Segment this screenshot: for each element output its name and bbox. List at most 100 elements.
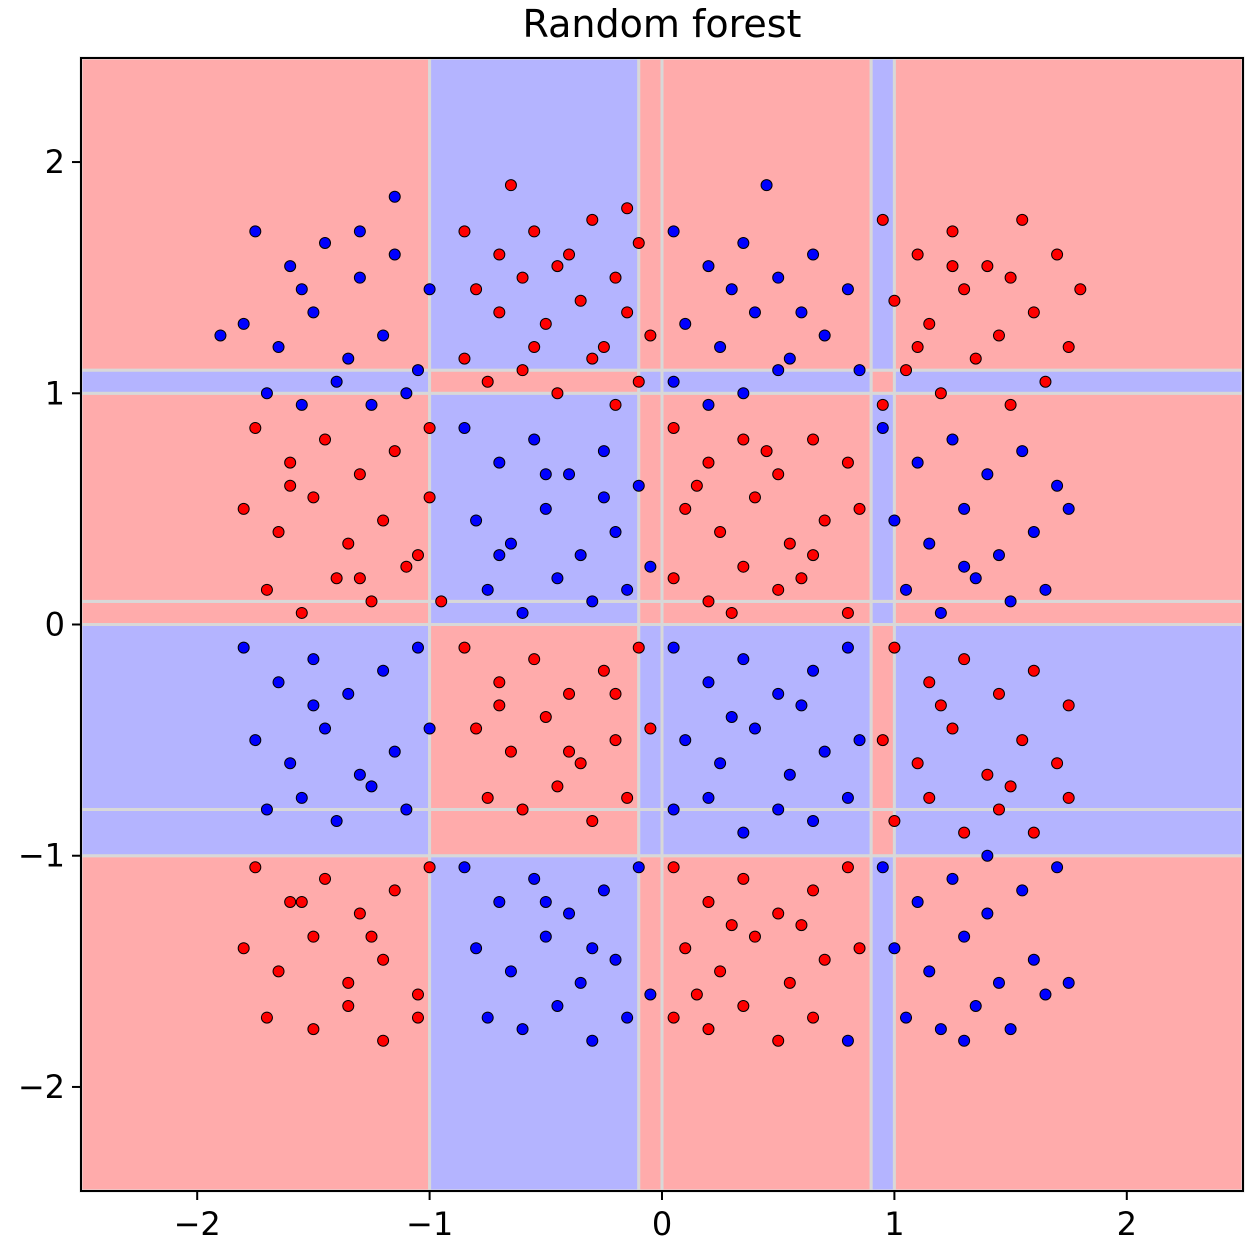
- data-point: [260, 803, 273, 816]
- data-point: [888, 514, 901, 527]
- data-point: [1027, 664, 1040, 677]
- data-point: [365, 930, 378, 943]
- data-point: [737, 236, 750, 249]
- data-point: [725, 283, 738, 296]
- data-point: [458, 641, 471, 654]
- data-point: [958, 930, 971, 943]
- data-point: [702, 456, 715, 469]
- data-point: [632, 641, 645, 654]
- data-point: [795, 699, 808, 712]
- data-point: [807, 884, 820, 897]
- data-point: [342, 1000, 355, 1013]
- data-point: [284, 895, 297, 908]
- data-point: [551, 260, 564, 273]
- data-point: [423, 491, 436, 504]
- data-point: [470, 722, 483, 735]
- data-point: [807, 549, 820, 562]
- data-point: [958, 502, 971, 515]
- data-point: [586, 1034, 599, 1047]
- data-point: [1004, 1023, 1017, 1036]
- data-point: [295, 791, 308, 804]
- data-point: [981, 907, 994, 920]
- data-point: [586, 595, 599, 608]
- data-point: [667, 225, 680, 238]
- data-point: [772, 364, 785, 377]
- data-point: [493, 248, 506, 261]
- data-point: [644, 722, 657, 735]
- data-point: [1039, 375, 1052, 388]
- data-point: [388, 445, 401, 458]
- data-point: [458, 352, 471, 365]
- data-point: [934, 606, 947, 619]
- y-tick-label: 2: [45, 143, 65, 181]
- data-point: [1074, 283, 1087, 296]
- data-point: [911, 895, 924, 908]
- data-point: [992, 549, 1005, 562]
- data-point: [272, 676, 285, 689]
- decision-region: [79, 807, 432, 858]
- data-point: [295, 283, 308, 296]
- data-point: [388, 745, 401, 758]
- data-point: [737, 653, 750, 666]
- data-point: [667, 803, 680, 816]
- data-point: [702, 791, 715, 804]
- data-point: [958, 283, 971, 296]
- data-point: [876, 421, 889, 434]
- data-point: [388, 248, 401, 261]
- data-point: [807, 664, 820, 677]
- data-point: [528, 433, 541, 446]
- data-point: [702, 676, 715, 689]
- x-tick-label: −2: [174, 1205, 221, 1243]
- data-point: [260, 583, 273, 596]
- data-point: [493, 456, 506, 469]
- data-point: [679, 734, 692, 747]
- data-point: [365, 780, 378, 793]
- data-point: [539, 317, 552, 330]
- data-point: [353, 572, 366, 585]
- data-point: [667, 421, 680, 434]
- data-point: [1062, 976, 1075, 989]
- data-point: [1027, 306, 1040, 319]
- data-point: [679, 317, 692, 330]
- data-point: [621, 583, 634, 596]
- data-point: [992, 976, 1005, 989]
- data-point: [1027, 826, 1040, 839]
- data-point: [853, 502, 866, 515]
- data-point: [679, 942, 692, 955]
- data-point: [888, 294, 901, 307]
- data-point: [690, 479, 703, 492]
- data-point: [481, 583, 494, 596]
- data-point: [934, 1023, 947, 1036]
- data-point: [958, 653, 971, 666]
- data-point: [911, 341, 924, 354]
- data-point: [307, 930, 320, 943]
- data-point: [772, 687, 785, 700]
- data-point: [493, 306, 506, 319]
- decision-region: [79, 368, 432, 395]
- data-point: [900, 1011, 913, 1024]
- data-point: [946, 260, 959, 273]
- data-point: [876, 398, 889, 411]
- data-point: [969, 1000, 982, 1013]
- data-point: [981, 849, 994, 862]
- data-point: [516, 803, 529, 816]
- decision-region: [428, 599, 641, 627]
- data-point: [400, 803, 413, 816]
- decision-region: [79, 623, 432, 811]
- data-point: [714, 341, 727, 354]
- data-point: [841, 606, 854, 619]
- decision-region: [637, 599, 664, 627]
- data-point: [411, 549, 424, 562]
- data-point: [714, 757, 727, 770]
- data-point: [795, 572, 808, 585]
- data-point: [876, 213, 889, 226]
- data-point: [504, 179, 517, 192]
- data-point: [900, 583, 913, 596]
- data-point: [272, 965, 285, 978]
- data-point: [876, 734, 889, 747]
- data-point: [493, 549, 506, 562]
- data-point: [621, 306, 634, 319]
- decision-region: [660, 854, 873, 1193]
- data-point: [307, 699, 320, 712]
